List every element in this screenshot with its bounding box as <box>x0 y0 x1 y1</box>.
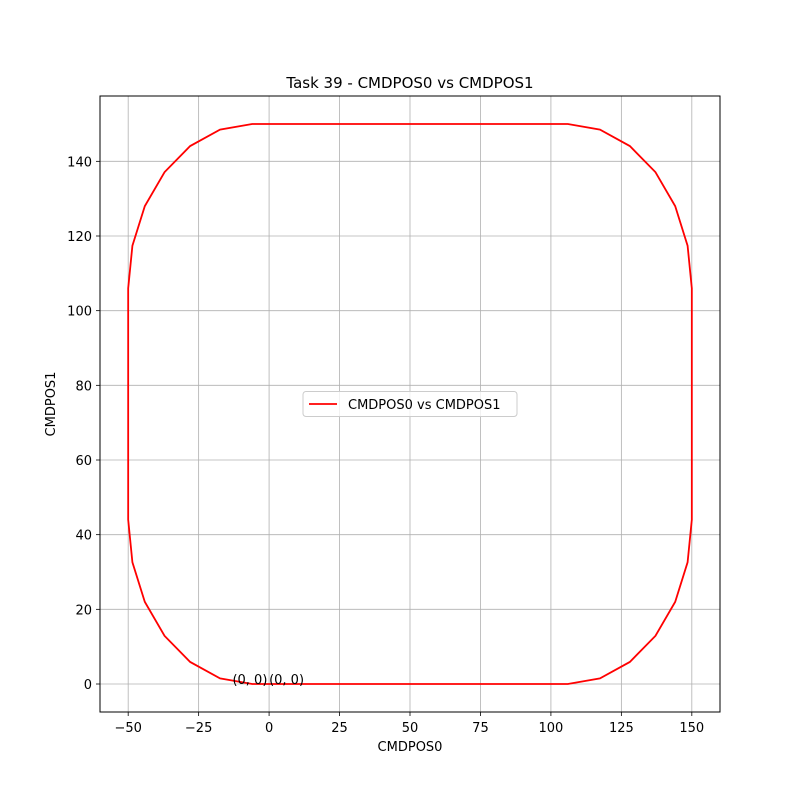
y-tick-label: 80 <box>75 379 92 394</box>
y-tick-label: 0 <box>84 678 92 693</box>
y-tick-label: 100 <box>67 305 92 320</box>
annotation: (0, 0) <box>269 673 304 688</box>
x-tick-label: 25 <box>331 721 348 736</box>
data-line <box>127 123 693 685</box>
legend-label: CMDPOS0 vs CMDPOS1 <box>348 398 501 413</box>
chart-title: Task 39 - CMDPOS0 vs CMDPOS1 <box>285 74 533 92</box>
x-tick-label: 0 <box>265 721 273 736</box>
y-tick-label: 140 <box>67 155 92 170</box>
y-axis-label: CMDPOS1 <box>44 372 59 437</box>
x-axis-label: CMDPOS0 <box>378 740 443 755</box>
plot-frame <box>99 95 721 713</box>
x-tick-label: 75 <box>472 721 489 736</box>
x-tick-label: 50 <box>402 721 419 736</box>
y-tick-label: 60 <box>75 454 92 469</box>
x-tick-label: −25 <box>185 721 212 736</box>
y-tick-label: 20 <box>75 603 92 618</box>
legend: CMDPOS0 vs CMDPOS1 <box>302 391 518 417</box>
x-tick-label: 100 <box>538 721 563 736</box>
legend-box <box>302 391 518 417</box>
x-tick-label: 150 <box>679 721 704 736</box>
y-tick-label: 120 <box>67 230 92 245</box>
x-tick-label: 125 <box>609 721 634 736</box>
annotation: (0, 0) <box>232 673 267 688</box>
x-tick-label: −50 <box>114 721 141 736</box>
y-tick-label: 40 <box>75 529 92 544</box>
